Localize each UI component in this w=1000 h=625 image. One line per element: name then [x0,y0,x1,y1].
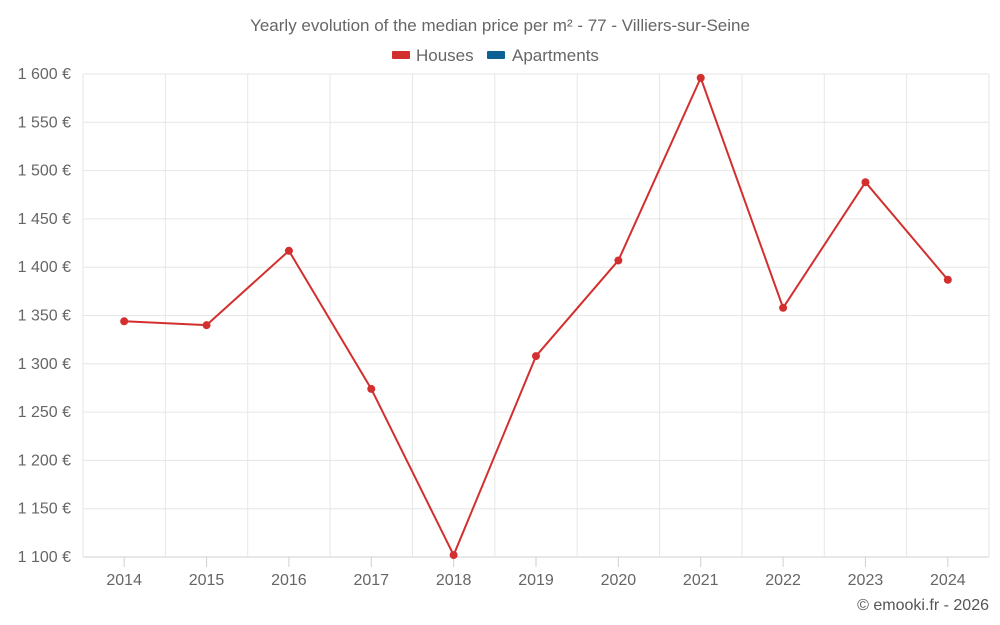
y-tick-label: 1 150 € [18,501,71,518]
y-tick-label: 1 550 € [18,114,71,131]
y-tick-label: 1 350 € [18,308,71,325]
x-tick-label: 2021 [683,572,719,589]
y-tick-label: 1 200 € [18,452,71,469]
data-point-houses-2015[interactable] [202,321,211,330]
y-axis: 1 100 € 1 150 € 1 200 € 1 250 € 1 300 € 1 350… [18,66,71,566]
y-tick-label: 1 250 € [18,404,71,421]
y-tick-label: 1 300 € [18,356,71,373]
legend-swatch-apartments [487,51,505,59]
y-tick-label: 1 400 € [18,259,71,276]
legend: Houses Apartments [392,46,599,65]
data-point-houses-2018[interactable] [449,551,458,560]
x-tick-label: 2015 [189,572,225,589]
data-point-houses-2017[interactable] [367,384,376,393]
y-tick-label: 1 600 € [18,66,71,83]
x-tick-label: 2017 [353,572,389,589]
x-tick-label: 2019 [518,572,554,589]
legend-label-apartments[interactable]: Apartments [512,46,599,65]
data-point-houses-2020[interactable] [614,256,623,265]
legend-label-houses[interactable]: Houses [416,46,474,65]
x-tick-label: 2023 [848,572,884,589]
x-tick-label: 2014 [106,572,142,589]
data-point-houses-2022[interactable] [779,303,788,312]
data-point-houses-2021[interactable] [696,73,705,82]
data-point-houses-2023[interactable] [861,178,870,187]
data-point-houses-2016[interactable] [284,246,293,255]
chart-credit[interactable]: © emooki.fr - 2026 [857,597,989,614]
chart-title: Yearly evolution of the median price per… [250,16,750,35]
data-point-houses-2024[interactable] [943,275,952,284]
y-tick-label: 1 100 € [18,549,71,566]
x-tick-label: 2016 [271,572,307,589]
series-houses [120,73,952,560]
x-tick-label: 2020 [601,572,637,589]
y-tick-label: 1 450 € [18,211,71,228]
data-point-houses-2019[interactable] [532,352,540,361]
x-tick-label: 2018 [436,572,472,589]
x-tick-label: 2022 [765,572,801,589]
grid [82,73,990,558]
legend-swatch-houses [392,51,410,59]
x-axis: 2014 2015 2016 2017 2018 2019 2020 2021 2022 2023… [106,557,966,589]
data-point-houses-2014[interactable] [120,317,129,326]
x-tick-label: 2024 [930,572,966,589]
y-tick-label: 1 500 € [18,163,71,180]
